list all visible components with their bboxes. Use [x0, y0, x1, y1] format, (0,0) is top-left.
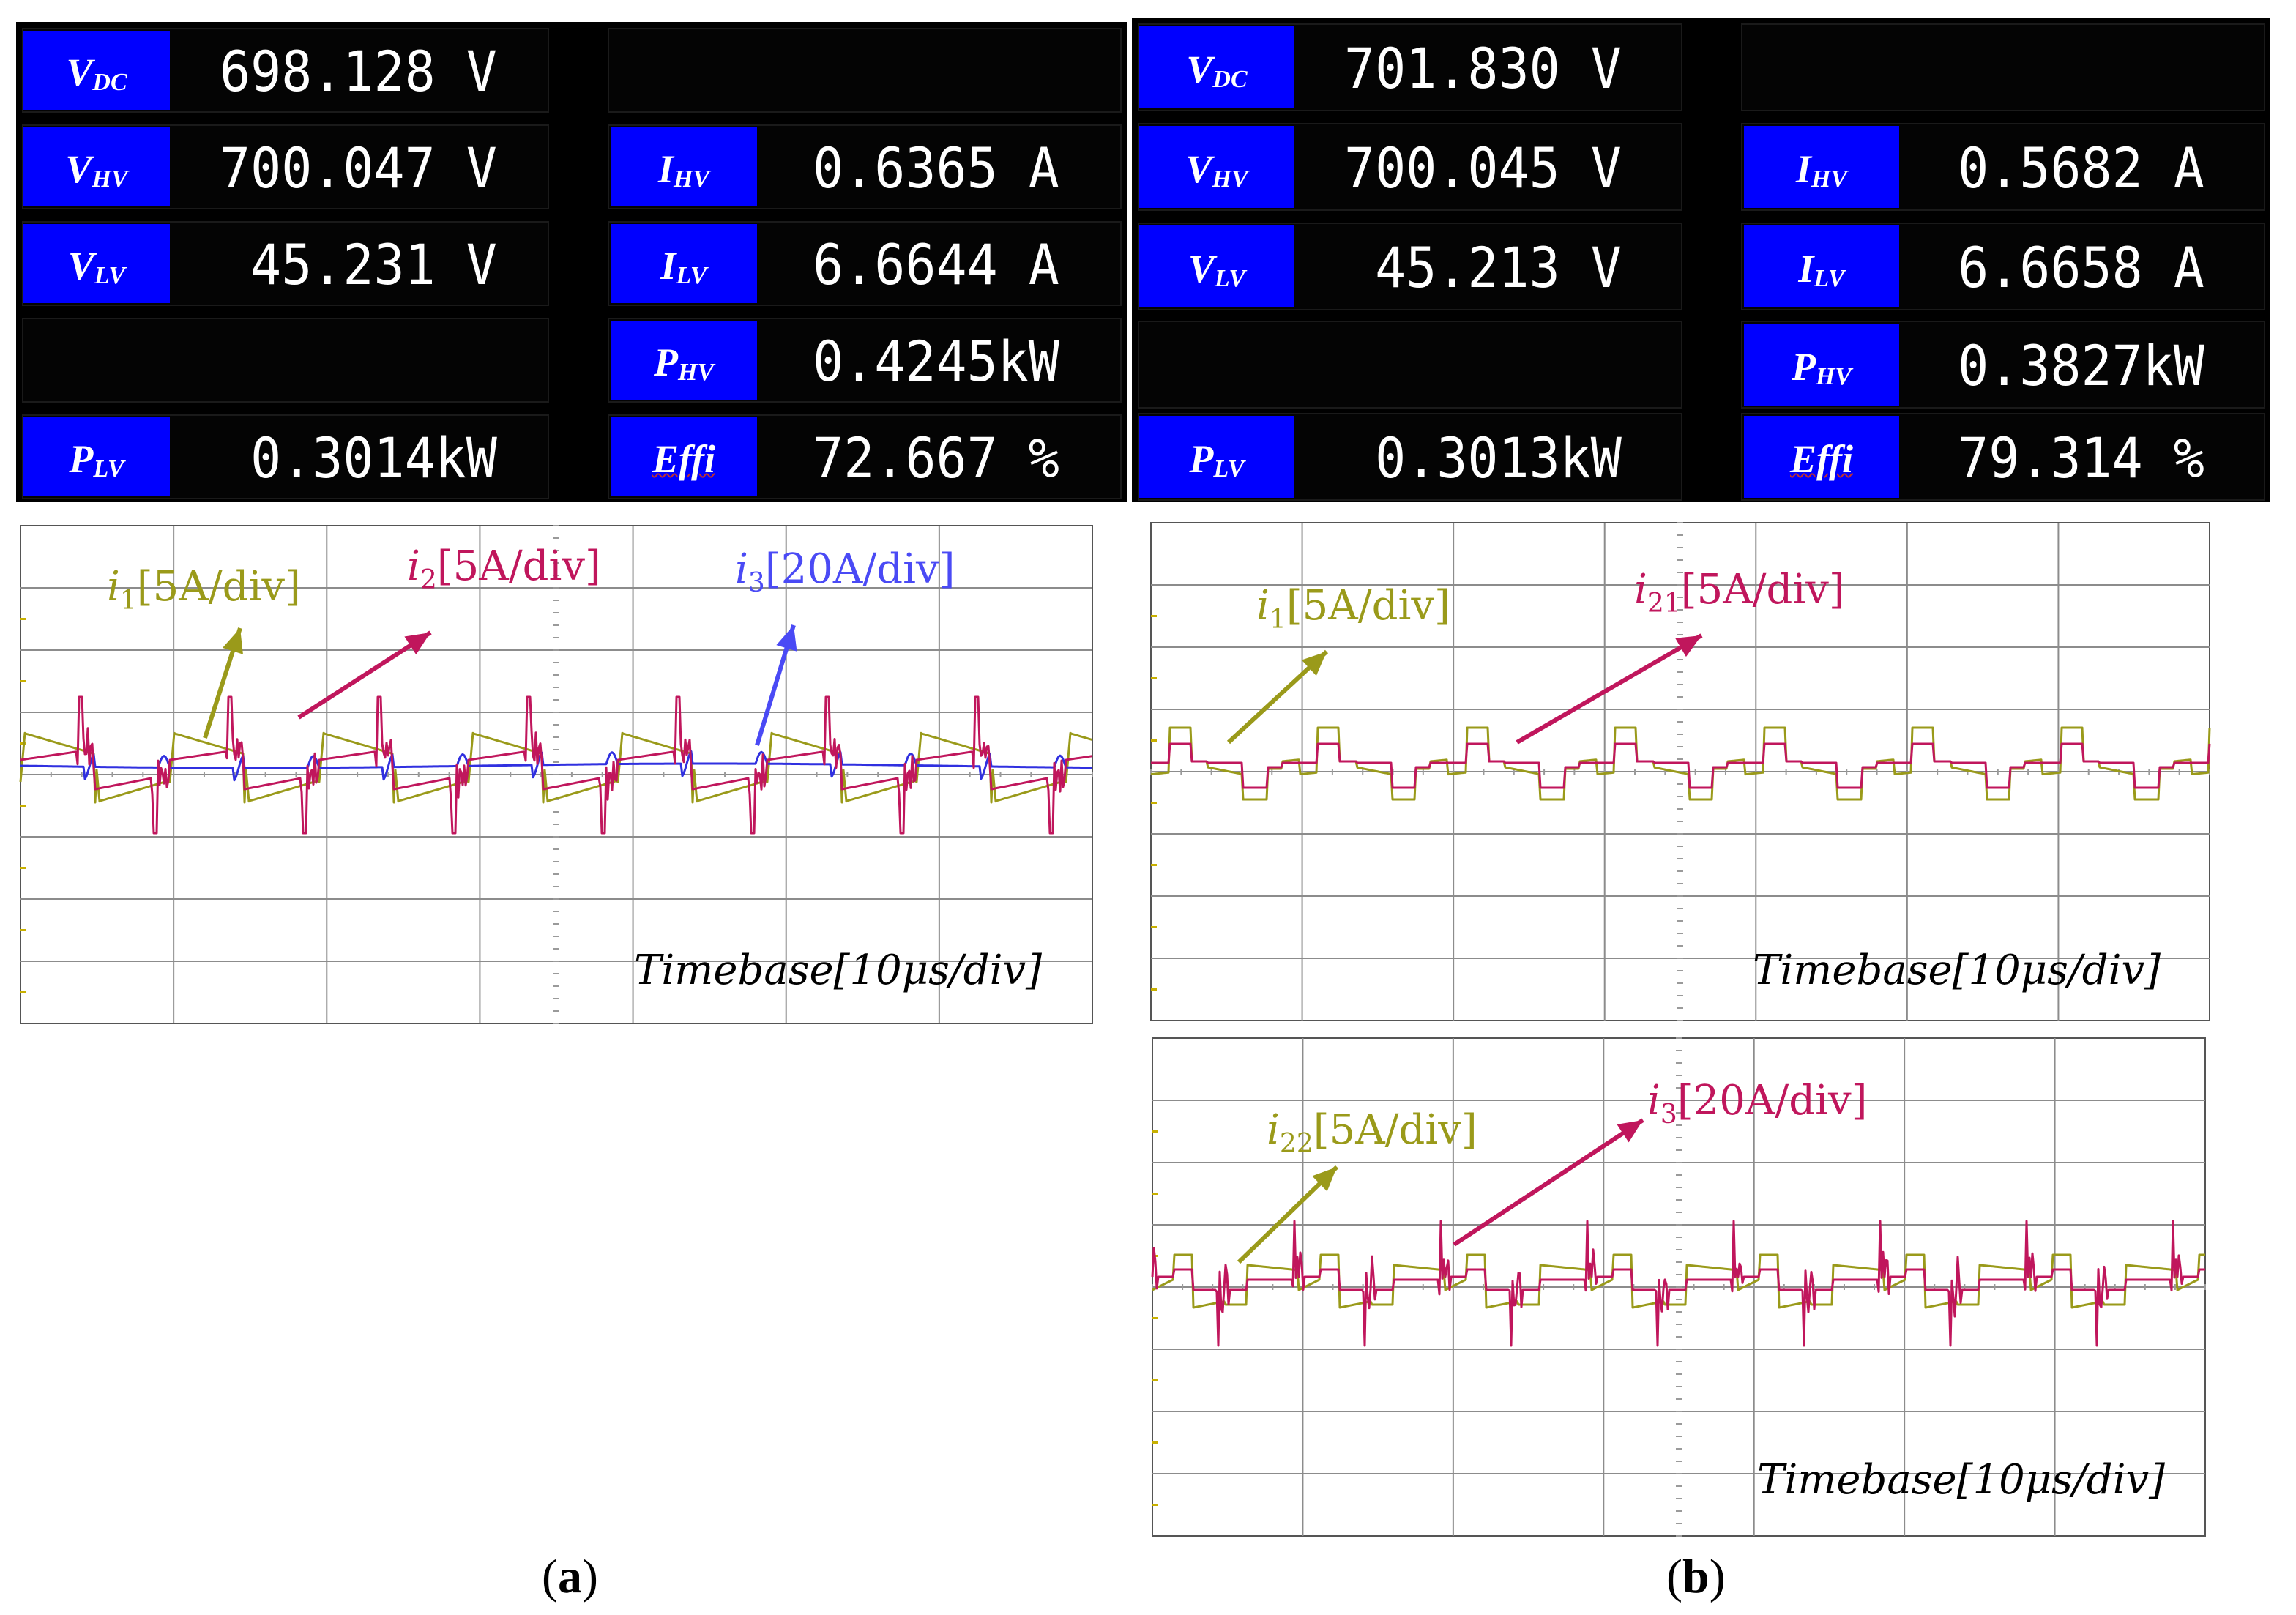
meter-b-label-plv: P LV: [1139, 416, 1294, 498]
scope-b-top-trace-i21: [1151, 742, 2211, 789]
meter-a-cell-top-empty: [608, 28, 1122, 113]
meter-b-label-effi: Effi: [1744, 416, 1899, 498]
meter-a-value-phv: 0.4245kW: [782, 329, 1059, 394]
scope-a-label-i1: i1[5A/div]: [107, 563, 301, 616]
meter-a-value-effi: 72.667 %: [782, 425, 1059, 491]
scope-b-bottom-arrow-i3: [1453, 1118, 1644, 1247]
scope-b-top: i1[5A/div] i21[5A/div] Timebase[10μs/div…: [1150, 522, 2211, 1021]
meter-panel-a: V DC 698.128 V V HV 700.047 V V LV 45.231 V…: [16, 22, 1128, 502]
meter-a-label-phv: P HV: [611, 321, 757, 400]
scope-b-top-arrow-i21: [1516, 633, 1703, 745]
meter-b-value-vhv: 700.045 V: [1344, 135, 1622, 201]
meter-a-label-ihv: I HV: [611, 127, 757, 206]
meter-a-value-vlv: 45.231 V: [220, 232, 497, 297]
scope-a-trace-i2: [20, 695, 1093, 835]
meter-a-value-plv: 0.3014kW: [220, 425, 497, 491]
meter-b-value-plv: 0.3013kW: [1344, 425, 1622, 491]
caption-b: (b): [1666, 1550, 1726, 1603]
scope-b-bottom-arrow-i3-head: [1617, 1120, 1643, 1143]
scope-a-arrow-i3-head: [776, 625, 797, 652]
scope-b-bottom-plot: [1151, 1037, 2206, 1537]
scope-b-top-arrow-i1-head: [1301, 652, 1327, 676]
scope-a: i1[5A/div] i2[5A/div] i3[20A/div] Timeba…: [19, 525, 1093, 1024]
meter-b-cell-top-empty: [1741, 23, 2265, 111]
meter-b-label-phv: P HV: [1744, 324, 1899, 406]
meter-a-value-ilv: 6.6644 A: [782, 232, 1059, 297]
meter-a-value-vhv: 700.047 V: [220, 135, 497, 201]
meter-b-value-vlv: 45.213 V: [1344, 235, 1622, 300]
meter-b-label-vdc: V DC: [1139, 26, 1294, 108]
scope-b-top-trace-i1: [1150, 726, 2211, 801]
meter-b-cell-empty: [1138, 321, 1682, 409]
scope-a-plot: [19, 525, 1093, 1024]
caption-a: (a): [542, 1550, 598, 1603]
scope-a-label-i2: i2[5A/div]: [407, 542, 601, 595]
meter-a-label-vhv: V HV: [23, 127, 170, 206]
meter-b-label-ihv: I HV: [1744, 126, 1899, 208]
meter-a-label-ilv: I LV: [611, 224, 757, 303]
meter-b-label-vhv: V HV: [1139, 126, 1294, 208]
scope-a-arrow-i2-head: [404, 633, 430, 655]
meter-panel-b: V DC 701.830 V V HV 700.045 V V LV 45.213 V…: [1132, 18, 2270, 502]
scope-b-top-plot: [1150, 522, 2211, 1021]
meter-b-value-effi: 79.314 %: [1927, 425, 2204, 491]
scope-b-bottom-trace-i3: [1151, 1220, 2205, 1347]
meter-b-value-ilv: 6.6658 A: [1927, 235, 2204, 300]
scope-a-arrow-i2: [297, 630, 432, 720]
meter-a-label-effi: Effi: [611, 417, 757, 496]
meter-b-value-vdc: 701.830 V: [1344, 36, 1622, 101]
scope-b-top-arrow-i21-head: [1675, 635, 1702, 657]
meter-b-label-ilv: I LV: [1744, 225, 1899, 307]
meter-a-cell-empty: [22, 318, 549, 403]
scope-b-bottom-arrow-i22-head: [1312, 1167, 1337, 1192]
scope-b-top-label-i1: i1[5A/div]: [1256, 582, 1450, 635]
scope-b-bottom: i22[5A/div] i3[20A/div] Timebase[10μs/di…: [1151, 1037, 2206, 1537]
scope-a-arrow-i1-head: [223, 628, 243, 654]
scope-b-bottom-timebase: Timebase[10μs/div]: [1757, 1456, 2165, 1504]
meter-b-value-phv: 0.3827kW: [1927, 333, 2204, 398]
scope-a-trace-i3: [20, 750, 1092, 782]
scope-b-top-label-i21: i21[5A/div]: [1634, 566, 1845, 619]
scope-a-label-i3: i3[20A/div]: [735, 545, 955, 598]
scope-a-timebase: Timebase[10μs/div]: [634, 947, 1042, 994]
meter-a-label-vdc: V DC: [23, 31, 170, 110]
meter-a-label-vlv: V LV: [23, 224, 170, 303]
scope-b-bottom-label-i22: i22[5A/div]: [1267, 1106, 1477, 1159]
meter-a-value-vdc: 698.128 V: [220, 39, 497, 104]
meter-b-label-vlv: V LV: [1139, 225, 1294, 307]
scope-b-bottom-label-i3: i3[20A/div]: [1647, 1077, 1868, 1130]
meter-a-label-plv: P LV: [23, 417, 170, 496]
meter-a-value-ihv: 0.6365 A: [782, 135, 1059, 201]
scope-b-top-timebase: Timebase[10μs/div]: [1753, 947, 2161, 994]
meter-b-value-ihv: 0.5682 A: [1927, 135, 2204, 201]
